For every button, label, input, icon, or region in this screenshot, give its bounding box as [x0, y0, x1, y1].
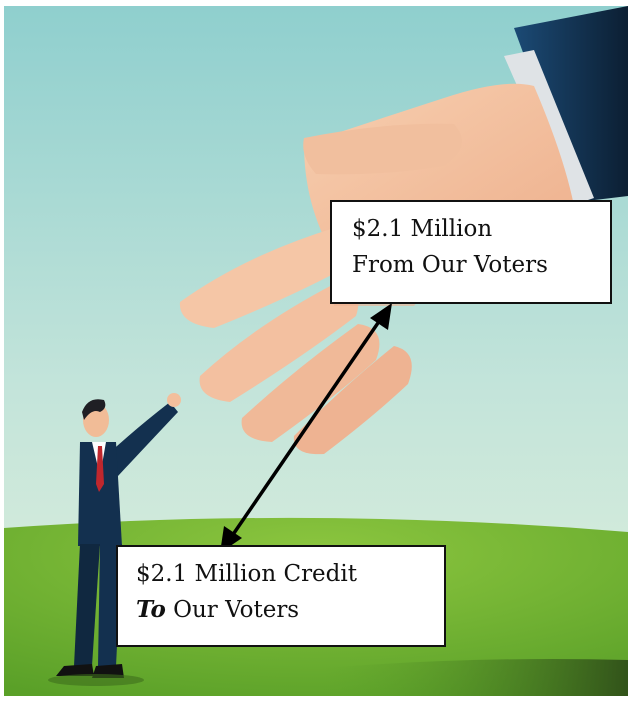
from-box-line-2: From Our Voters [352, 252, 548, 278]
to-voters-label-box: $2.1 Million Credit To Our Voters [116, 545, 446, 647]
from-voters-label-box: $2.1 Million From Our Voters [330, 200, 612, 304]
grass-shadow [322, 659, 628, 696]
to-box-line-2: To Our Voters [136, 592, 444, 628]
to-box-line-1: $2.1 Million Credit [136, 561, 357, 587]
illustration-scene: $2.1 Million From Our Voters $2.1 Millio… [4, 6, 628, 696]
to-emphasis-text: To [136, 596, 166, 623]
to-box-line-2-rest: Our Voters [165, 597, 300, 623]
from-box-line-1: $2.1 Million [352, 216, 493, 242]
